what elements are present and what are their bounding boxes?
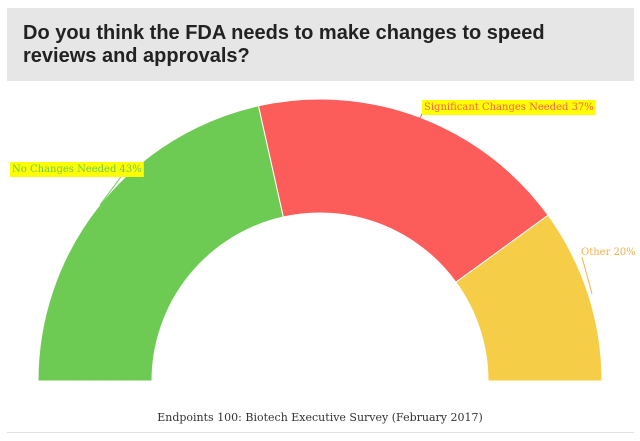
divider xyxy=(7,432,634,433)
label-highlight-no-changes-needed xyxy=(10,162,144,177)
title-bar: Do you think the FDA needs to make chang… xyxy=(7,8,634,81)
data-label-significant-changes-needed: Significant Changes Needed 37% xyxy=(424,102,594,113)
slice-significant-changes-needed xyxy=(257,98,549,283)
page-title: Do you think the FDA needs to make chang… xyxy=(23,22,545,67)
leader-line-other xyxy=(581,256,593,295)
slice-other xyxy=(455,214,603,382)
slice-no-changes-needed xyxy=(37,105,284,382)
label-highlight-significant-changes-needed xyxy=(422,100,596,115)
source-caption: Endpoints 100: Biotech Executive Survey … xyxy=(157,411,483,424)
data-label-other: Other 20% xyxy=(581,247,636,258)
data-label-no-changes-needed: No Changes Needed 43% xyxy=(12,164,142,175)
